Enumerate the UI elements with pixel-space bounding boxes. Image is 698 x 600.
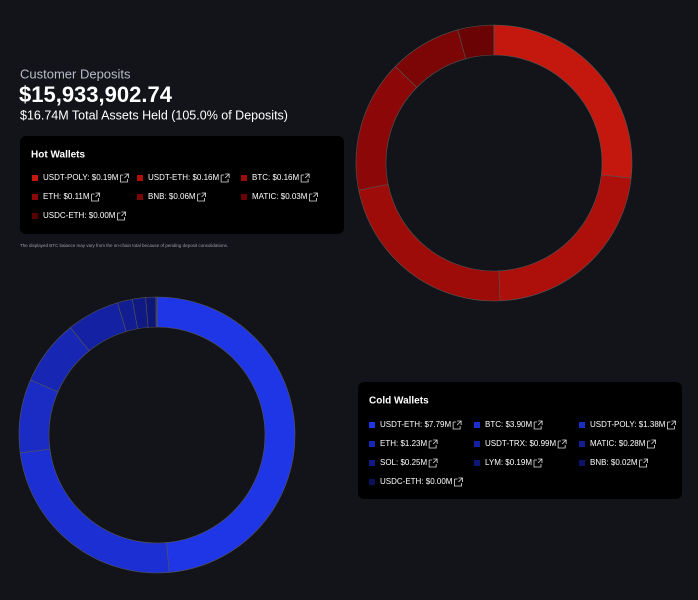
- legend-label: BNB: $0.02M: [590, 458, 638, 467]
- hot-panel: [20, 136, 344, 234]
- external-link-icon: [91, 192, 100, 202]
- legend-swatch: [369, 479, 375, 485]
- legend-swatch: [474, 441, 480, 447]
- legend-swatch: [579, 460, 585, 466]
- external-link-icon: [197, 192, 206, 202]
- external-link-icon: [667, 420, 676, 430]
- legend-label: USDT-POLY: $0.19M: [43, 173, 119, 182]
- legend-label: SOL: $0.25M: [380, 458, 427, 467]
- legend-swatch: [369, 422, 375, 428]
- legend-label: BTC: $0.16M: [252, 173, 299, 182]
- panel-title: Cold Wallets: [369, 396, 429, 407]
- legend-label: LYM: $0.19M: [485, 458, 532, 467]
- legend-swatch: [137, 175, 143, 181]
- external-link-icon: [454, 477, 463, 487]
- cold-panel: [358, 382, 682, 499]
- deposits-label: Customer Deposits: [20, 66, 131, 81]
- legend-swatch: [369, 460, 375, 466]
- legend-swatch: [32, 194, 38, 200]
- external-link-icon: [557, 439, 567, 449]
- legend-label: USDT-POLY: $1.38M: [590, 420, 666, 429]
- external-link-icon: [120, 173, 129, 183]
- external-link-icon: [452, 420, 462, 430]
- legend-swatch: [241, 175, 247, 181]
- legend-label: BNB: $0.06M: [148, 192, 196, 201]
- external-link-icon: [647, 439, 656, 449]
- legend-swatch: [137, 194, 143, 200]
- legend-swatch: [32, 175, 38, 181]
- legend-swatch: [32, 213, 38, 219]
- legend-label: MATIC: $0.03M: [252, 192, 308, 201]
- assets-held: $16.74M Total Assets Held (105.0% of Dep…: [20, 108, 288, 122]
- legend-label: USDT-ETH: $7.79M: [380, 420, 451, 429]
- external-link-icon: [300, 173, 310, 183]
- legend-label: USDC-ETH: $0.00M: [43, 211, 116, 220]
- external-link-icon: [428, 439, 438, 449]
- external-link-icon: [639, 458, 648, 468]
- external-link-icon: [533, 458, 543, 468]
- panel-title: Hot Wallets: [31, 150, 86, 161]
- legend-label: USDT-TRX: $0.99M: [485, 439, 556, 448]
- external-link-icon: [428, 458, 438, 468]
- legend-label: BTC: $3.90M: [485, 420, 532, 429]
- legend-swatch: [369, 441, 375, 447]
- legend-swatch: [474, 422, 480, 428]
- donut-slice: [156, 296, 296, 573]
- external-link-icon: [220, 173, 230, 183]
- legend-swatch: [579, 422, 585, 428]
- legend-label: ETH: $1.23M: [380, 439, 427, 448]
- legend-label: USDC-ETH: $0.00M: [380, 477, 453, 486]
- legend-swatch: [241, 194, 247, 200]
- legend-swatch: [579, 441, 585, 447]
- external-link-icon: [309, 192, 318, 202]
- legend-swatch: [474, 460, 480, 466]
- external-link-icon: [117, 211, 126, 221]
- legend-label: ETH: $0.11M: [43, 192, 90, 201]
- legend-label: USDT-ETH: $0.16M: [148, 173, 219, 182]
- legend-label: MATIC: $0.28M: [590, 439, 646, 448]
- deposits-total: $15,933,902.74: [19, 82, 173, 107]
- external-link-icon: [533, 420, 543, 430]
- footnote: The displayed BTC balance may vary from …: [20, 243, 228, 248]
